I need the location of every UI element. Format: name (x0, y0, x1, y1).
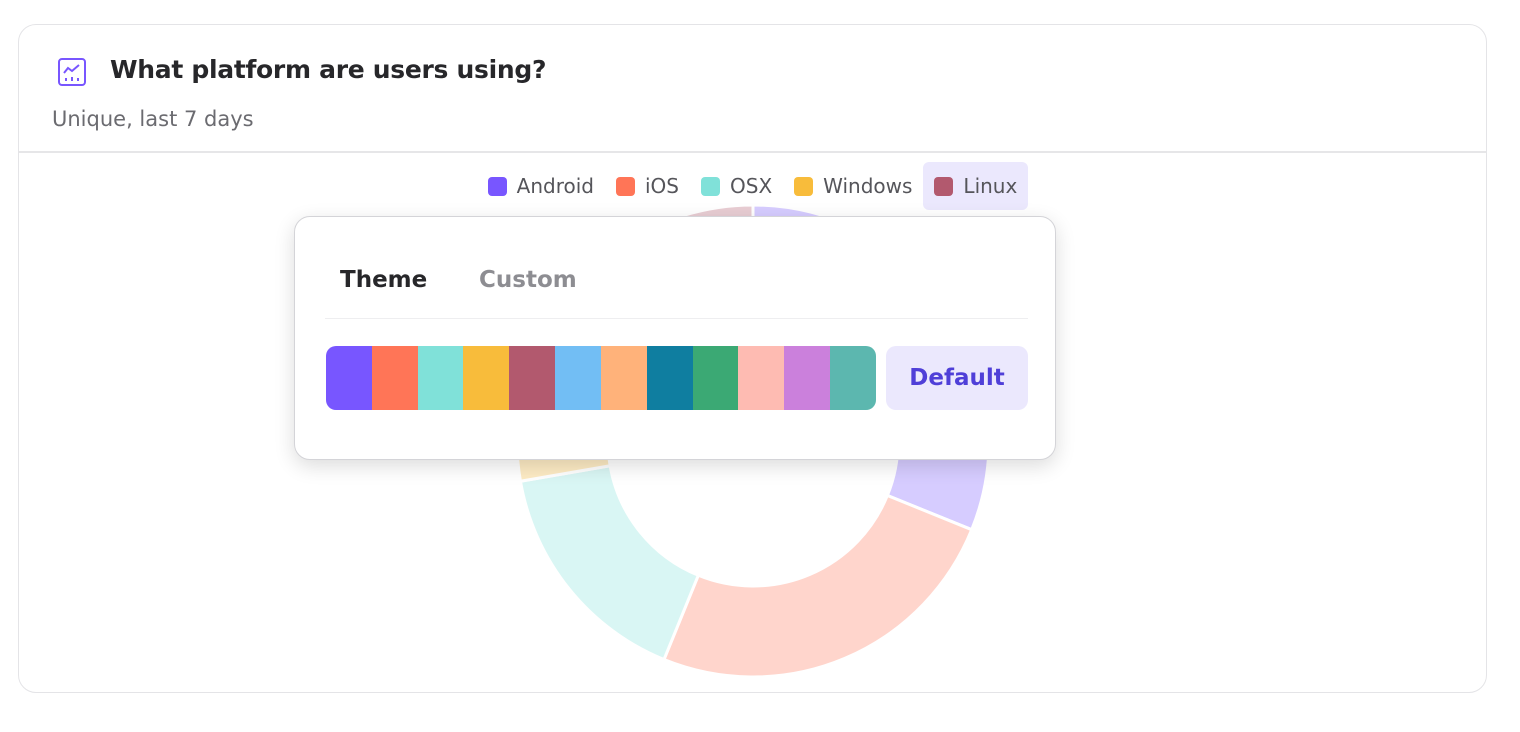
default-theme-button[interactable]: Default (886, 346, 1028, 410)
legend-item-osx[interactable]: OSX (690, 162, 783, 210)
color-picker-popover: Theme Custom Default (294, 216, 1056, 460)
palette-color (371, 346, 418, 410)
palette-color (600, 346, 647, 410)
legend-item-linux[interactable]: Linux (923, 162, 1029, 210)
palette-color (830, 346, 876, 410)
legend-label: OSX (730, 174, 773, 198)
donut-slice-osx[interactable] (518, 464, 700, 662)
palette-color (417, 346, 464, 410)
legend-swatch (701, 176, 720, 196)
palette-color (463, 346, 510, 410)
report-title: What platform are users using? (110, 55, 547, 84)
tab-theme[interactable]: Theme (340, 267, 428, 293)
legend-label: iOS (645, 174, 679, 198)
legend-item-ios[interactable]: iOS (605, 162, 690, 210)
header-divider (19, 151, 1486, 153)
palette-color (326, 346, 372, 410)
legend-item-android[interactable]: Android (477, 162, 605, 210)
donut-slice-ios[interactable] (662, 493, 974, 679)
legend-label: Android (516, 174, 594, 198)
legend-item-windows[interactable]: Windows (783, 162, 923, 210)
legend-swatch (487, 176, 507, 196)
line-chart-icon (58, 58, 86, 86)
tabs-divider (325, 318, 1028, 319)
legend-label: Linux (963, 174, 1018, 198)
legend-swatch (794, 176, 814, 196)
palette-color (738, 346, 785, 410)
legend-swatch (934, 176, 954, 196)
tab-custom[interactable]: Custom (479, 267, 577, 293)
report-subtitle: Unique, last 7 days (52, 107, 254, 131)
palette-color (509, 346, 556, 410)
palette-color (692, 346, 739, 410)
legend-label: Windows (823, 174, 913, 198)
palette-color (555, 346, 601, 410)
legend-swatch (616, 176, 635, 196)
chart-legend: Android iOS OSX Windows Linux (19, 162, 1486, 210)
palette-color (784, 346, 831, 410)
palette-color (646, 346, 693, 410)
theme-palette-swatch[interactable] (326, 346, 876, 410)
